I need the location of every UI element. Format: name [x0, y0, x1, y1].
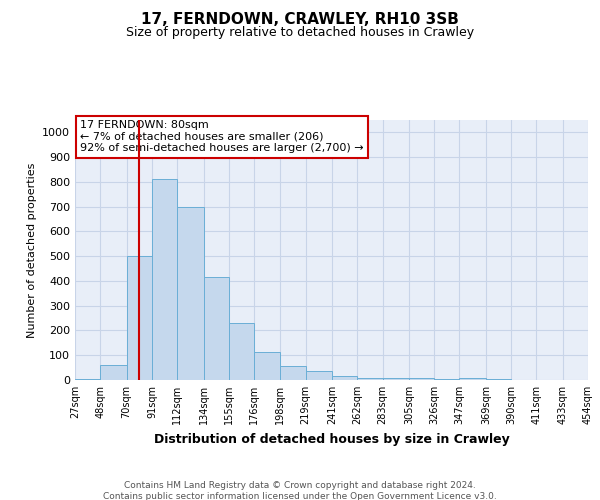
- Bar: [152, 180, 177, 380]
- Bar: [409, 378, 434, 380]
- Bar: [75, 379, 100, 380]
- Bar: [434, 379, 460, 380]
- Bar: [332, 376, 358, 380]
- Bar: [358, 378, 383, 380]
- Bar: [100, 365, 127, 380]
- Bar: [460, 378, 486, 380]
- X-axis label: Distribution of detached houses by size in Crawley: Distribution of detached houses by size …: [154, 432, 509, 446]
- Bar: [383, 378, 409, 380]
- Bar: [254, 352, 280, 380]
- Bar: [486, 379, 511, 380]
- Text: 17, FERNDOWN, CRAWLEY, RH10 3SB: 17, FERNDOWN, CRAWLEY, RH10 3SB: [141, 12, 459, 28]
- Text: Contains HM Land Registry data © Crown copyright and database right 2024.: Contains HM Land Registry data © Crown c…: [124, 481, 476, 490]
- Text: Size of property relative to detached houses in Crawley: Size of property relative to detached ho…: [126, 26, 474, 39]
- Bar: [203, 277, 229, 380]
- Bar: [229, 323, 254, 380]
- Text: 17 FERNDOWN: 80sqm
← 7% of detached houses are smaller (206)
92% of semi-detache: 17 FERNDOWN: 80sqm ← 7% of detached hous…: [80, 120, 364, 153]
- Bar: [280, 366, 305, 380]
- Bar: [305, 372, 332, 380]
- Bar: [177, 206, 203, 380]
- Y-axis label: Number of detached properties: Number of detached properties: [26, 162, 37, 338]
- Bar: [127, 256, 152, 380]
- Text: Contains public sector information licensed under the Open Government Licence v3: Contains public sector information licen…: [103, 492, 497, 500]
